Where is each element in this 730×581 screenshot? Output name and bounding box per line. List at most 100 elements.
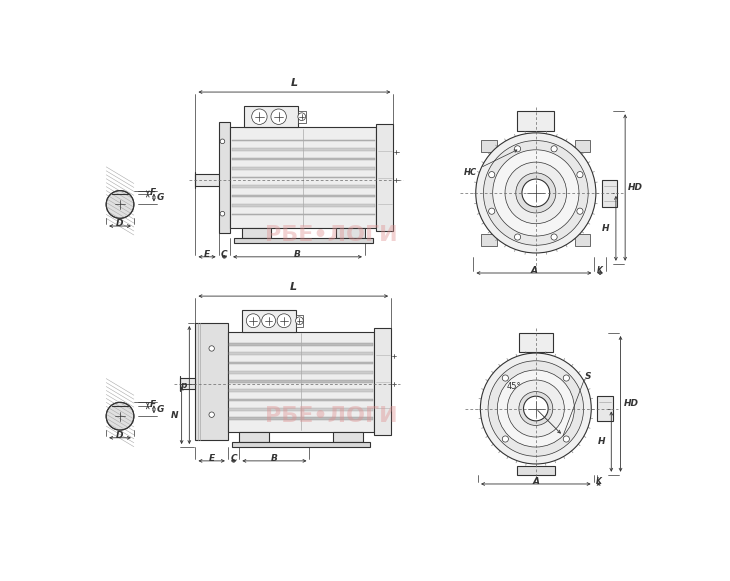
- Bar: [374, 328, 391, 435]
- Circle shape: [577, 171, 583, 178]
- Bar: [519, 333, 553, 352]
- Circle shape: [476, 133, 596, 253]
- Circle shape: [502, 436, 508, 442]
- Bar: [218, 122, 230, 233]
- Circle shape: [519, 392, 553, 425]
- Bar: [597, 396, 612, 421]
- Bar: [231, 195, 375, 197]
- Text: B: B: [271, 454, 278, 463]
- Text: L: L: [290, 282, 297, 292]
- Circle shape: [488, 208, 495, 214]
- Circle shape: [493, 150, 579, 236]
- Text: S: S: [585, 372, 591, 381]
- Bar: [602, 180, 618, 207]
- Bar: [231, 177, 375, 178]
- Circle shape: [261, 314, 275, 328]
- Bar: [231, 167, 375, 170]
- Circle shape: [209, 346, 215, 351]
- Bar: [229, 381, 372, 383]
- Circle shape: [551, 146, 557, 152]
- Text: H: H: [598, 437, 605, 446]
- Circle shape: [106, 191, 134, 218]
- Text: C: C: [230, 454, 237, 463]
- Bar: [377, 124, 393, 231]
- Text: F: F: [150, 400, 156, 409]
- Bar: [231, 214, 375, 215]
- Circle shape: [296, 317, 303, 325]
- Bar: [229, 399, 372, 401]
- Bar: [481, 234, 496, 246]
- Bar: [228, 332, 374, 432]
- Circle shape: [551, 234, 557, 240]
- Text: C: C: [221, 250, 228, 259]
- Circle shape: [483, 141, 588, 245]
- Bar: [229, 371, 372, 374]
- Circle shape: [209, 412, 215, 417]
- Bar: [196, 323, 228, 440]
- Bar: [231, 148, 375, 151]
- Text: p: p: [180, 381, 186, 389]
- Bar: [234, 238, 372, 243]
- Bar: [296, 314, 303, 327]
- Text: РБЕ•ЛОГИ: РБЕ•ЛОГИ: [266, 225, 398, 245]
- Bar: [231, 204, 375, 207]
- Bar: [229, 408, 372, 411]
- Text: H: H: [602, 224, 610, 233]
- Circle shape: [523, 396, 548, 421]
- Circle shape: [220, 139, 225, 144]
- Text: G: G: [156, 405, 164, 414]
- Circle shape: [505, 162, 566, 224]
- Text: HD: HD: [623, 399, 639, 408]
- Circle shape: [277, 314, 291, 328]
- Circle shape: [564, 436, 569, 442]
- Bar: [229, 417, 372, 419]
- Circle shape: [577, 208, 583, 214]
- Bar: [575, 140, 591, 152]
- Text: РБЕ•ЛОГИ: РБЕ•ЛОГИ: [266, 406, 398, 426]
- Text: HD: HD: [629, 183, 643, 192]
- Bar: [575, 234, 591, 246]
- Bar: [334, 432, 363, 442]
- Bar: [481, 140, 496, 152]
- Circle shape: [515, 234, 520, 240]
- Text: N: N: [171, 411, 179, 420]
- Text: L: L: [291, 78, 298, 88]
- Text: HC: HC: [464, 150, 517, 177]
- Bar: [231, 442, 370, 447]
- Bar: [229, 343, 372, 346]
- Bar: [230, 127, 377, 228]
- Text: E: E: [204, 250, 210, 259]
- Circle shape: [488, 361, 583, 456]
- Text: D: D: [116, 431, 124, 440]
- Circle shape: [564, 375, 569, 381]
- Circle shape: [480, 353, 591, 464]
- Circle shape: [488, 171, 495, 178]
- Bar: [298, 110, 306, 123]
- Circle shape: [220, 211, 225, 216]
- Bar: [229, 389, 372, 392]
- Bar: [239, 432, 269, 442]
- Bar: [231, 140, 375, 141]
- Circle shape: [106, 403, 134, 430]
- Text: D: D: [116, 220, 124, 228]
- Bar: [517, 465, 555, 475]
- Circle shape: [252, 109, 267, 124]
- Bar: [242, 310, 296, 332]
- Circle shape: [502, 375, 508, 381]
- Text: 45°: 45°: [507, 382, 521, 392]
- Bar: [518, 112, 554, 131]
- Text: A: A: [531, 266, 537, 275]
- Bar: [180, 378, 196, 389]
- Text: K: K: [596, 477, 602, 486]
- Text: G: G: [156, 193, 164, 202]
- Circle shape: [271, 109, 286, 124]
- Circle shape: [298, 113, 306, 120]
- Text: F: F: [150, 188, 156, 197]
- Bar: [231, 158, 375, 160]
- Circle shape: [246, 314, 260, 328]
- Circle shape: [522, 179, 550, 207]
- Bar: [196, 174, 230, 186]
- Bar: [231, 185, 375, 188]
- Circle shape: [516, 173, 556, 213]
- Bar: [336, 228, 365, 238]
